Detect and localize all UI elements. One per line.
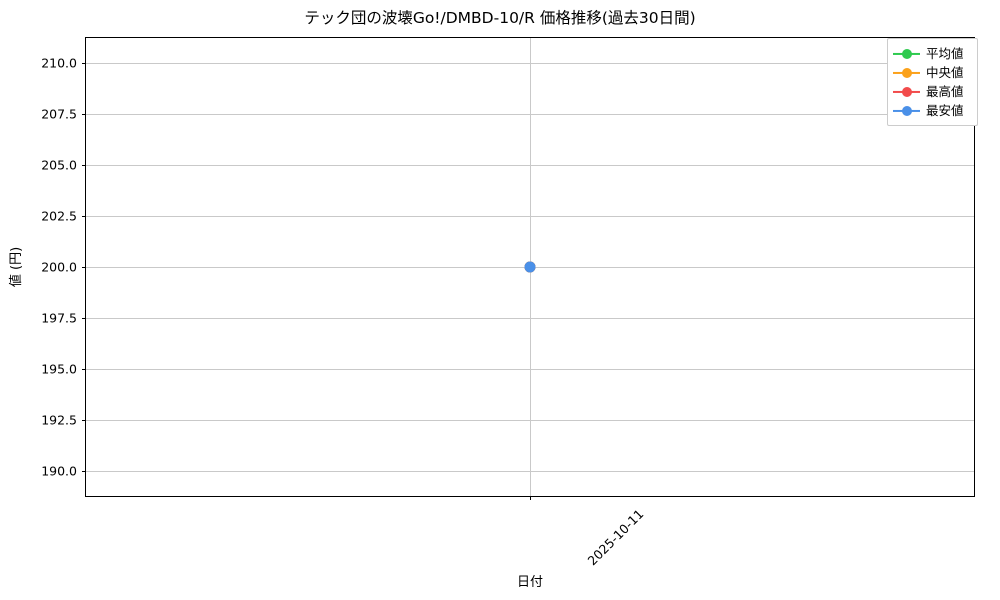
y-tick-mark: [82, 470, 86, 472]
y-tick-label: 197.5: [41, 310, 77, 326]
y-tick-label: 195.0: [41, 361, 77, 377]
y-tick-label: 190.0: [41, 463, 77, 479]
data-point-marker: [524, 261, 536, 273]
legend-item[interactable]: 最安値: [893, 101, 971, 120]
y-tick-mark: [82, 267, 86, 268]
legend-item[interactable]: 中央値: [893, 63, 971, 82]
legend-item-label: 中央値: [926, 65, 964, 80]
legend-swatch-icon: [893, 48, 920, 59]
y-tick-label: 210.0: [41, 55, 77, 71]
x-axis-label: 日付: [516, 575, 544, 590]
legend-item[interactable]: 平均値: [893, 44, 971, 63]
legend-swatch-icon: [893, 105, 920, 116]
y-axis-label: 値 (円): [9, 246, 24, 288]
legend-item-label: 最高値: [926, 84, 964, 99]
legend-item-label: 最安値: [926, 103, 964, 118]
y-tick-mark: [82, 368, 86, 370]
legend-swatch-icon: [893, 86, 920, 97]
legend-swatch-icon: [893, 67, 920, 78]
y-tick-mark: [82, 165, 86, 167]
y-tick-mark: [82, 216, 86, 218]
y-tick-mark: [82, 419, 86, 421]
y-tick-label: 207.5: [41, 106, 77, 122]
y-tick-label: 192.5: [41, 412, 77, 428]
page-title: テック団の波壊Go!/DMBD-10/R 価格推移(過去30日間): [304, 9, 696, 27]
legend-item[interactable]: 最高値: [893, 82, 971, 101]
y-tick-mark: [82, 114, 86, 116]
legend-item-label: 平均値: [926, 46, 964, 61]
chart-legend: 平均値中央値最高値最安値: [887, 38, 978, 126]
x-tick-label: 2025-10-11: [584, 506, 647, 569]
y-tick-label: 200.0: [41, 259, 77, 275]
plot-area: 210.0 207.5 205.0 202.5 200.0 197.5 195.0 192.5…: [41, 37, 975, 568]
y-tick-mark: [82, 63, 86, 65]
x-tick-mark: [530, 496, 531, 500]
y-tick-label: 202.5: [41, 208, 77, 224]
y-tick-mark: [82, 317, 86, 319]
y-tick-label: 205.0: [41, 157, 77, 173]
